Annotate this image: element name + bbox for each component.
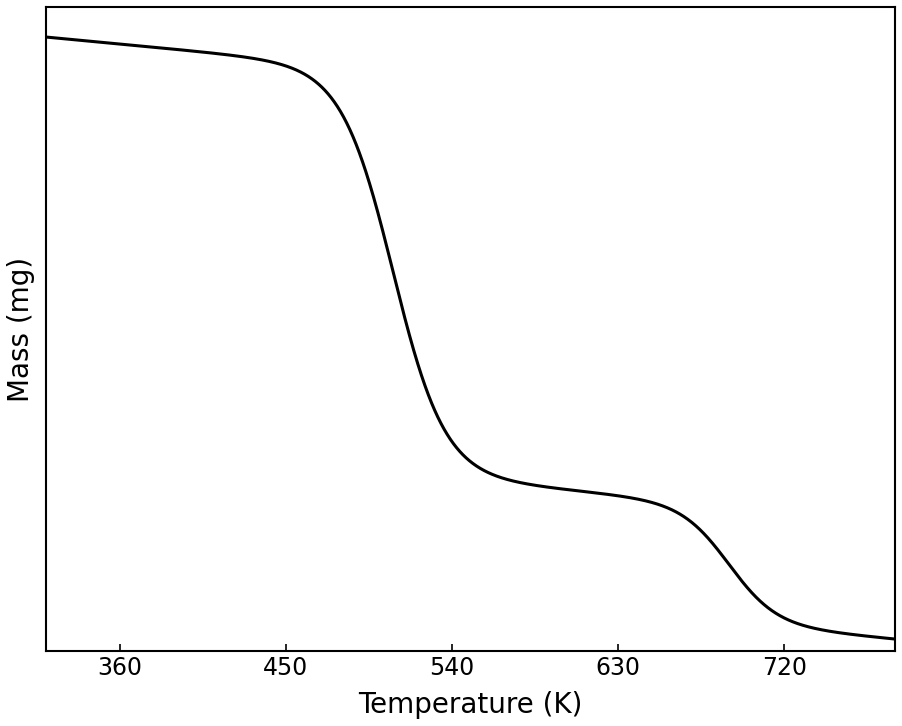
Y-axis label: Mass (mg): Mass (mg) — [7, 256, 35, 401]
X-axis label: Temperature (K): Temperature (K) — [358, 691, 583, 719]
